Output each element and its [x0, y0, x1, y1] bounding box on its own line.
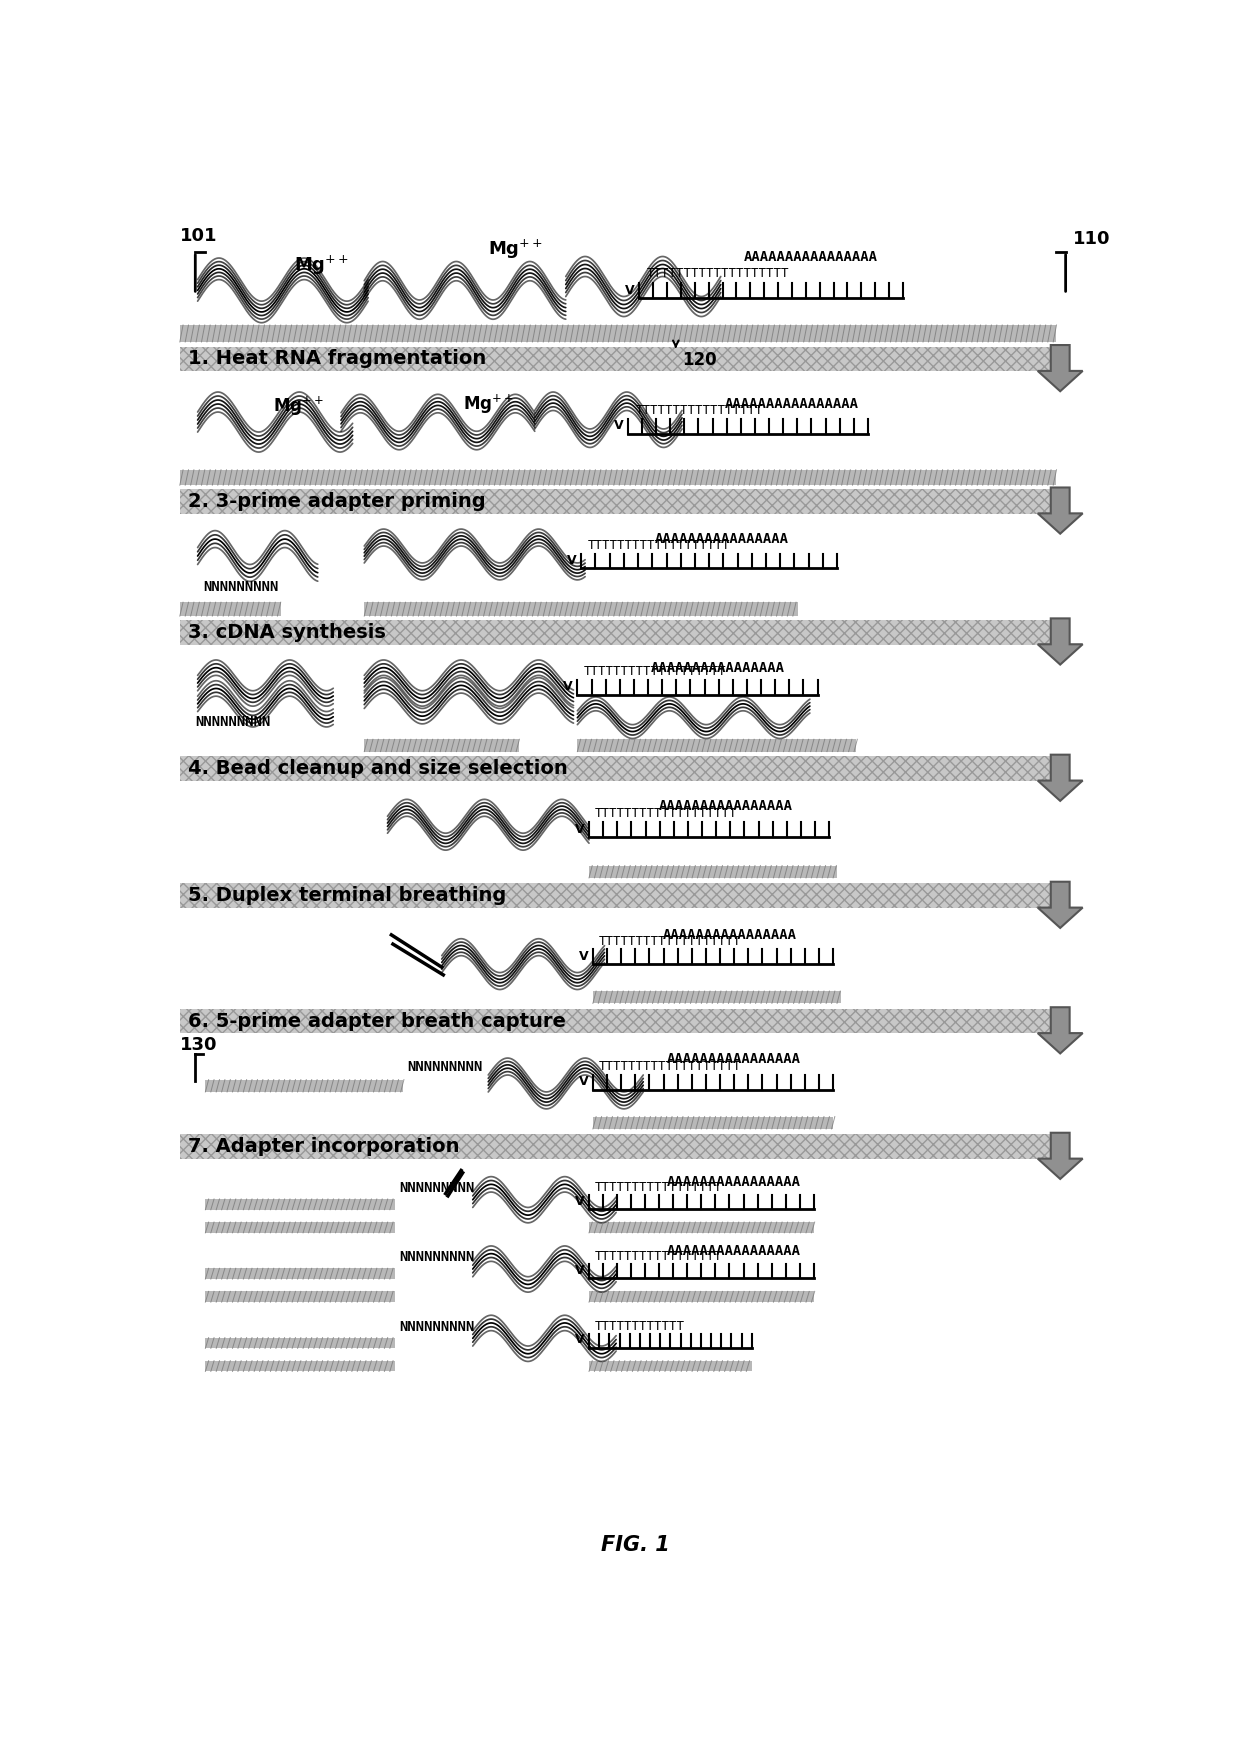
- Text: NNNNNNNNN: NNNNNNNNN: [399, 1182, 475, 1196]
- Bar: [593, 1117, 833, 1130]
- Text: V: V: [579, 1076, 589, 1088]
- Bar: [206, 1079, 403, 1091]
- Text: TTTTTTTTTTTTTTTTT: TTTTTTTTTTTTTTTTT: [595, 1180, 723, 1194]
- Text: TTTTTTTTTTTTTTTTTTT: TTTTTTTTTTTTTTTTTTT: [588, 540, 730, 552]
- Polygon shape: [1038, 346, 1083, 391]
- Text: 4. Bead cleanup and size selection: 4. Bead cleanup and size selection: [187, 760, 567, 779]
- Bar: [180, 756, 1055, 780]
- Bar: [206, 1222, 396, 1233]
- Text: FIG. 1: FIG. 1: [601, 1535, 670, 1556]
- Text: V: V: [614, 419, 624, 433]
- Bar: [206, 1200, 396, 1210]
- Text: AAAAAAAAAAAAAAAA: AAAAAAAAAAAAAAAA: [724, 398, 858, 412]
- Bar: [589, 1222, 813, 1233]
- Text: AAAAAAAAAAAAAAAA: AAAAAAAAAAAAAAAA: [744, 250, 878, 264]
- Polygon shape: [1038, 1133, 1083, 1179]
- Text: 1. Heat RNA fragmentation: 1. Heat RNA fragmentation: [187, 349, 486, 368]
- Text: Mg$^{++}$: Mg$^{++}$: [463, 393, 513, 416]
- Bar: [180, 602, 280, 616]
- Text: 7. Adapter incorporation: 7. Adapter incorporation: [187, 1137, 459, 1156]
- Text: TTTTTTTTTTTTTTTTT: TTTTTTTTTTTTTTTTT: [635, 403, 763, 417]
- Text: 2. 3-prime adapter priming: 2. 3-prime adapter priming: [187, 492, 485, 512]
- Text: AAAAAAAAAAAAAAAA: AAAAAAAAAAAAAAAA: [658, 800, 792, 814]
- Bar: [180, 1135, 1055, 1159]
- Text: TTTTTTTTTTTTTTTTTTT: TTTTTTTTTTTTTTTTTTT: [599, 1060, 742, 1074]
- Polygon shape: [1038, 1007, 1083, 1053]
- Text: 110: 110: [1074, 230, 1111, 248]
- Text: V: V: [625, 285, 635, 297]
- Text: 5. Duplex terminal breathing: 5. Duplex terminal breathing: [187, 885, 506, 904]
- Bar: [180, 883, 1055, 908]
- Polygon shape: [1038, 618, 1083, 665]
- Text: NNNNNNNNN: NNNNNNNNN: [407, 1060, 482, 1074]
- Bar: [365, 602, 799, 616]
- Bar: [180, 1009, 1055, 1034]
- Text: TTTTTTTTTTTT: TTTTTTTTTTTT: [595, 1320, 686, 1332]
- Text: NNNNNNNNN: NNNNNNNNN: [399, 1250, 475, 1264]
- Bar: [180, 1135, 1055, 1159]
- Bar: [180, 489, 1055, 513]
- Text: V: V: [567, 553, 577, 567]
- Text: 120: 120: [682, 351, 717, 370]
- Bar: [589, 866, 837, 878]
- Text: V: V: [579, 950, 589, 964]
- Text: V: V: [563, 681, 573, 693]
- Bar: [180, 620, 1055, 644]
- Text: TTTTTTTTTTTTTTTTTTT: TTTTTTTTTTTTTTTTTTT: [647, 267, 790, 279]
- Text: TTTTTTTTTTTTTTTTT: TTTTTTTTTTTTTTTTT: [595, 1250, 723, 1262]
- Bar: [180, 489, 1055, 513]
- Bar: [365, 739, 520, 751]
- Text: Mg$^{++}$: Mg$^{++}$: [273, 395, 324, 419]
- Text: AAAAAAAAAAAAAAAA: AAAAAAAAAAAAAAAA: [662, 927, 796, 941]
- Bar: [180, 1009, 1055, 1034]
- Text: NNNNNNNNN: NNNNNNNNN: [196, 714, 270, 728]
- Bar: [180, 883, 1055, 908]
- Text: AAAAAAAAAAAAAAAA: AAAAAAAAAAAAAAAA: [651, 660, 785, 674]
- Text: V: V: [575, 1334, 585, 1346]
- Bar: [589, 1292, 813, 1303]
- Bar: [180, 470, 1055, 485]
- Bar: [206, 1268, 396, 1280]
- Bar: [180, 346, 1055, 372]
- Bar: [589, 1360, 751, 1371]
- Bar: [180, 325, 1055, 342]
- Text: AAAAAAAAAAAAAAAA: AAAAAAAAAAAAAAAA: [655, 533, 789, 546]
- Text: V: V: [575, 1264, 585, 1276]
- Bar: [180, 346, 1055, 372]
- Bar: [206, 1292, 396, 1303]
- Text: NNNNNNNNN: NNNNNNNNN: [399, 1320, 475, 1334]
- Text: 101: 101: [180, 227, 217, 246]
- Text: Mg$^{++}$: Mg$^{++}$: [294, 253, 350, 276]
- Text: V: V: [575, 1194, 585, 1208]
- Bar: [206, 1360, 396, 1371]
- Text: TTTTTTTTTTTTTTTTTTT: TTTTTTTTTTTTTTTTTTT: [595, 807, 738, 821]
- Polygon shape: [1038, 487, 1083, 534]
- Text: TTTTTTTTTTTTTTTTTTT: TTTTTTTTTTTTTTTTTTT: [584, 665, 727, 677]
- Text: 3. cDNA synthesis: 3. cDNA synthesis: [187, 623, 386, 643]
- Bar: [180, 620, 1055, 644]
- Polygon shape: [1038, 882, 1083, 927]
- Text: 130: 130: [180, 1035, 217, 1055]
- Text: V: V: [575, 822, 585, 836]
- Bar: [206, 1337, 396, 1348]
- Text: NNNNNNNNN: NNNNNNNNN: [203, 580, 279, 594]
- Bar: [593, 992, 841, 1004]
- Text: AAAAAAAAAAAAAAAA: AAAAAAAAAAAAAAAA: [667, 1245, 801, 1259]
- Text: AAAAAAAAAAAAAAAA: AAAAAAAAAAAAAAAA: [667, 1051, 801, 1065]
- Text: Mg$^{++}$: Mg$^{++}$: [487, 237, 543, 262]
- Bar: [180, 756, 1055, 780]
- Text: 6. 5-prime adapter breath capture: 6. 5-prime adapter breath capture: [187, 1011, 565, 1030]
- Bar: [578, 739, 857, 751]
- Polygon shape: [1038, 754, 1083, 801]
- Text: AAAAAAAAAAAAAAAA: AAAAAAAAAAAAAAAA: [667, 1175, 801, 1189]
- Text: TTTTTTTTTTTTTTTTTTT: TTTTTTTTTTTTTTTTTTT: [599, 934, 742, 948]
